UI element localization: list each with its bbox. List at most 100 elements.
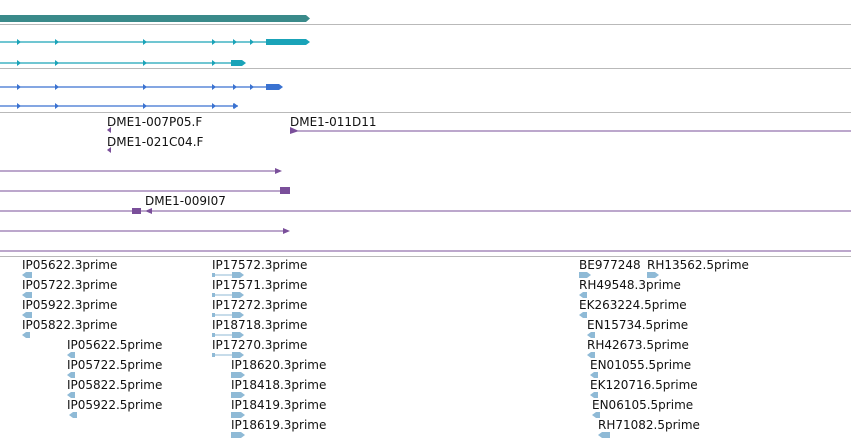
- est-block[interactable]: [579, 272, 591, 278]
- est-feature[interactable]: [212, 352, 244, 358]
- est-block[interactable]: [212, 353, 215, 357]
- transcript[interactable]: [0, 60, 246, 66]
- transcript[interactable]: [0, 84, 283, 90]
- est-feature[interactable]: [231, 372, 245, 378]
- est-feature[interactable]: [22, 312, 32, 318]
- gene-model[interactable]: [0, 15, 310, 22]
- est-block[interactable]: [67, 352, 75, 358]
- strand-arrow-icon: [279, 84, 283, 90]
- strand-arrow-icon: [143, 84, 147, 90]
- est-feature[interactable]: [69, 412, 77, 418]
- est-feature[interactable]: [22, 272, 32, 278]
- est-feature[interactable]: [598, 432, 610, 438]
- est-block[interactable]: [22, 292, 32, 298]
- est-block[interactable]: [22, 332, 30, 338]
- est-label: IP18418.3prime: [231, 378, 326, 392]
- transcript-track[interactable]: [0, 39, 310, 109]
- clone-end-marker[interactable]: [107, 147, 111, 153]
- est-label: RH42673.5prime: [587, 338, 689, 352]
- est-block[interactable]: [579, 292, 587, 298]
- est-block[interactable]: [231, 392, 245, 398]
- clone-label: DME1-011D11: [290, 115, 377, 129]
- est-feature[interactable]: [22, 332, 30, 338]
- strand-arrow-icon: [17, 60, 21, 66]
- est-block[interactable]: [22, 312, 32, 318]
- est-feature[interactable]: [67, 352, 75, 358]
- est-label: IP18620.3prime: [231, 358, 326, 372]
- est-block[interactable]: [212, 333, 215, 337]
- est-feature[interactable]: [231, 432, 245, 438]
- clone-track[interactable]: DME1-007P05.F DME1-021C04.F DME1-011D11 …: [0, 115, 851, 252]
- clone-end-marker[interactable]: [280, 187, 290, 194]
- est-label: EK120716.5prime: [590, 378, 698, 392]
- est-block[interactable]: [212, 293, 215, 297]
- est-block[interactable]: [212, 273, 215, 277]
- est-block[interactable]: [587, 352, 595, 358]
- est-label: RH49548.3prime: [579, 278, 681, 292]
- est-feature[interactable]: [212, 292, 244, 298]
- est-block[interactable]: [67, 392, 75, 398]
- est-feature[interactable]: [22, 292, 32, 298]
- est-feature[interactable]: [231, 392, 245, 398]
- est-feature[interactable]: [587, 352, 595, 358]
- clone-end-marker[interactable]: [283, 228, 290, 234]
- est-block[interactable]: [598, 432, 610, 438]
- gene-bar[interactable]: [0, 15, 306, 22]
- est-block[interactable]: [587, 332, 595, 338]
- strand-arrow-icon: [55, 84, 59, 90]
- est-block[interactable]: [232, 332, 244, 338]
- est-block[interactable]: [231, 372, 245, 378]
- est-label: IP18619.3prime: [231, 418, 326, 432]
- est-label: RH13562.5prime: [647, 258, 749, 272]
- est-block[interactable]: [212, 313, 215, 317]
- exon-block[interactable]: [266, 39, 306, 45]
- clone-end-marker[interactable]: [275, 168, 282, 174]
- est-label: EK263224.5prime: [579, 298, 687, 312]
- est-track[interactable]: IP05622.3prime IP05722.3prime IP05922.3pri…: [22, 258, 749, 438]
- est-block[interactable]: [231, 432, 245, 438]
- est-feature[interactable]: [67, 392, 75, 398]
- est-feature[interactable]: [592, 412, 600, 418]
- est-feature[interactable]: [590, 392, 598, 398]
- est-feature[interactable]: [67, 372, 75, 378]
- est-block[interactable]: [647, 272, 659, 278]
- exon-block[interactable]: [266, 84, 279, 90]
- est-block[interactable]: [232, 312, 244, 318]
- strand-arrow-icon: [143, 60, 147, 66]
- est-block[interactable]: [69, 412, 77, 418]
- est-feature[interactable]: [590, 372, 598, 378]
- clone-end-marker[interactable]: [145, 208, 152, 214]
- clone-end-marker[interactable]: [107, 127, 111, 133]
- transcript[interactable]: [0, 103, 238, 109]
- est-block[interactable]: [22, 272, 32, 278]
- est-block[interactable]: [579, 312, 587, 318]
- est-feature[interactable]: [579, 292, 587, 298]
- clone-label: DME1-009I07: [145, 194, 226, 208]
- est-label: IP05722.5prime: [67, 358, 162, 372]
- est-block[interactable]: [232, 272, 244, 278]
- est-feature[interactable]: [647, 272, 659, 278]
- est-block[interactable]: [232, 352, 244, 358]
- est-feature[interactable]: [231, 412, 245, 418]
- est-block[interactable]: [232, 292, 244, 298]
- est-feature[interactable]: [212, 332, 244, 338]
- est-label: IP05622.5prime: [67, 338, 162, 352]
- est-block[interactable]: [231, 412, 245, 418]
- strand-arrow-icon: [17, 39, 21, 45]
- clone-end-marker[interactable]: [290, 127, 299, 134]
- est-block[interactable]: [590, 372, 598, 378]
- est-feature[interactable]: [587, 332, 595, 338]
- est-feature[interactable]: [212, 312, 244, 318]
- exon-block[interactable]: [231, 60, 242, 66]
- transcript[interactable]: [0, 39, 310, 45]
- est-feature[interactable]: [579, 312, 587, 318]
- est-block[interactable]: [67, 372, 75, 378]
- est-block[interactable]: [592, 412, 600, 418]
- est-feature[interactable]: [212, 272, 244, 278]
- est-block[interactable]: [590, 392, 598, 398]
- est-label: IP05822.5prime: [67, 378, 162, 392]
- clone-end-marker[interactable]: [132, 208, 141, 214]
- est-feature[interactable]: [579, 272, 591, 278]
- clone-label: DME1-007P05.F: [107, 115, 202, 129]
